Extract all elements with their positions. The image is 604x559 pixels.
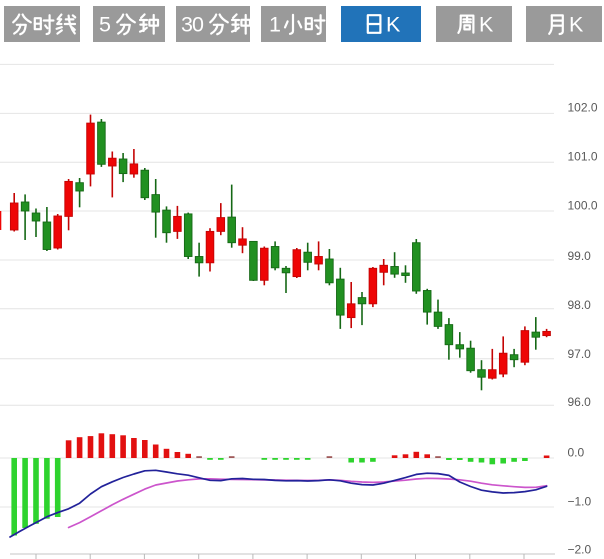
svg-text:102.0: 102.0	[568, 100, 598, 114]
svg-text:101.0: 101.0	[568, 149, 598, 163]
svg-text:K: K	[479, 13, 494, 37]
svg-text:96.0: 96.0	[568, 395, 592, 409]
svg-text:100.0: 100.0	[568, 198, 598, 212]
svg-text:−1.0: −1.0	[568, 494, 592, 508]
svg-text:K: K	[386, 13, 401, 37]
svg-text:97.0: 97.0	[568, 347, 592, 361]
svg-text:5: 5	[99, 13, 111, 37]
svg-text:K: K	[569, 13, 584, 37]
svg-text:30: 30	[181, 13, 204, 37]
svg-text:1: 1	[269, 13, 281, 37]
svg-text:−2.0: −2.0	[568, 543, 592, 557]
svg-text:99.0: 99.0	[568, 249, 592, 263]
svg-text:0.0: 0.0	[568, 446, 585, 460]
svg-text:98.0: 98.0	[568, 298, 592, 312]
